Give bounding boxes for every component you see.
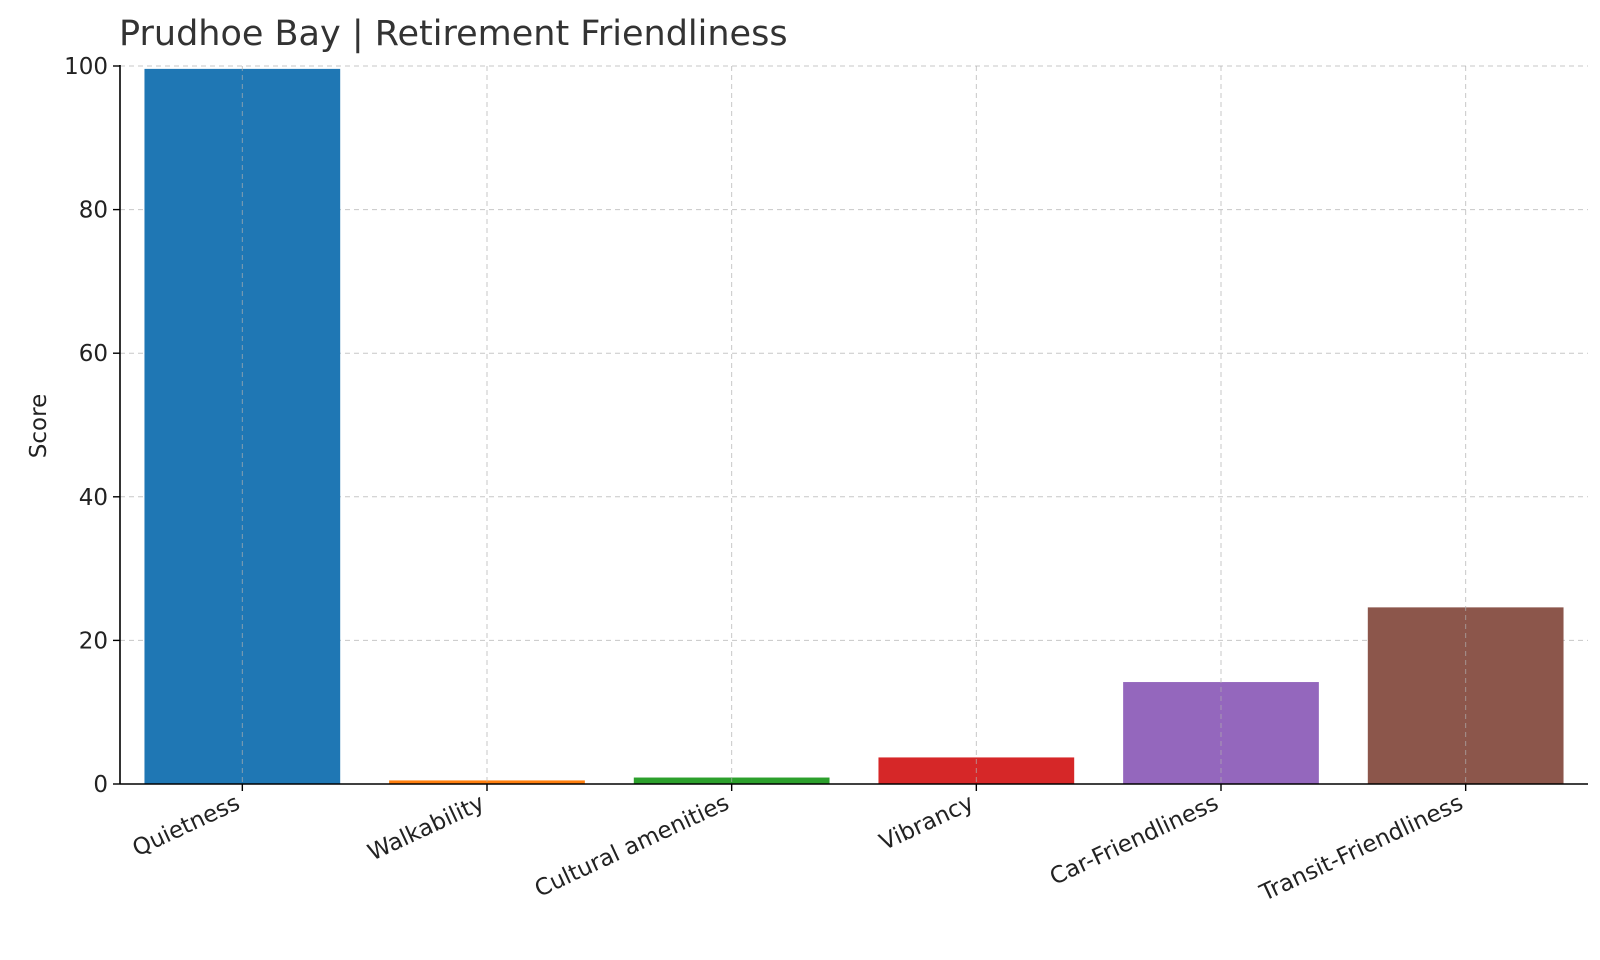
x-tick-label: Walkability bbox=[364, 790, 488, 866]
y-axis-label: Score bbox=[26, 394, 52, 458]
x-tick-label: Vibrancy bbox=[876, 790, 978, 856]
x-tick-label: Transit-Friendliness bbox=[1255, 790, 1467, 907]
grid-layer bbox=[120, 65, 1588, 641]
bar-walkability bbox=[389, 780, 585, 784]
y-tick-label: 80 bbox=[79, 198, 108, 224]
x-tick-label: Quietness bbox=[129, 790, 244, 862]
y-tick-label: 100 bbox=[64, 54, 108, 80]
y-tick-label: 0 bbox=[93, 772, 108, 798]
x-tick-label: Car-Friendliness bbox=[1046, 790, 1223, 891]
y-tick-label: 60 bbox=[79, 341, 108, 367]
chart-title: Prudhoe Bay | Retirement Friendliness bbox=[119, 14, 788, 54]
x-tick-label: Cultural amenities bbox=[531, 790, 733, 903]
y-tick-label: 20 bbox=[79, 628, 108, 654]
y-tick-label: 40 bbox=[79, 485, 108, 511]
axes-layer bbox=[113, 65, 1588, 791]
bars-layer bbox=[144, 68, 1564, 784]
